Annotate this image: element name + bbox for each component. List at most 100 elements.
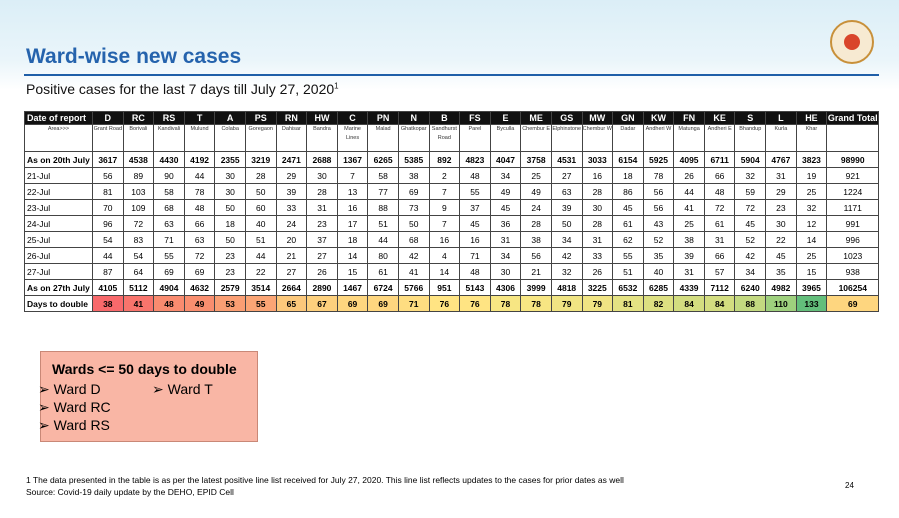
cell: 4 xyxy=(428,247,461,264)
cell: 50 xyxy=(550,215,583,232)
cell: 12 xyxy=(795,215,828,232)
header-cell: L xyxy=(765,111,797,125)
cell: 16 xyxy=(336,199,369,216)
cell: 5385 xyxy=(397,151,430,168)
header-cell: PN xyxy=(367,111,399,125)
cell: 1467 xyxy=(336,279,369,296)
cell: 56 xyxy=(92,167,124,184)
cell: 30 xyxy=(214,167,246,184)
cell: 52 xyxy=(734,231,767,248)
cell: 7 xyxy=(428,183,461,200)
cell: 78 xyxy=(489,295,522,312)
data-row: 25-Jul 54 83 71 63 50 51 20 37 18 44 68 16 16 31 38 34 31… xyxy=(24,231,880,248)
cell: 69 xyxy=(183,263,216,280)
cell: 59 xyxy=(734,183,767,200)
data-row: 23-Jul 70 109 68 48 50 60 33 31 16 88 73 9 37 45 24 39 30… xyxy=(24,199,880,216)
source: Source: Covid-19 daily update by the DEH… xyxy=(26,487,234,497)
cell: 991 xyxy=(826,215,880,232)
cell: 71 xyxy=(153,231,185,248)
header-cell: KW xyxy=(642,111,675,125)
cell: 27 xyxy=(550,167,583,184)
cell: 71 xyxy=(459,247,491,264)
data-row: 27-Jul 87 64 69 69 23 22 27 26 15 61 41 14 48 30 21 32 26… xyxy=(24,263,880,280)
cell: 63 xyxy=(153,215,185,232)
ward-item: ➢ Ward T xyxy=(152,381,213,398)
cell: 16 xyxy=(581,167,614,184)
cell: 3758 xyxy=(520,151,552,168)
bullet: ➢ xyxy=(38,381,54,397)
cell: 1367 xyxy=(336,151,369,168)
cell: 40 xyxy=(642,263,675,280)
cell: 56 xyxy=(642,183,675,200)
cell: 28 xyxy=(306,183,338,200)
subtitle: Positive cases for the last 7 days till … xyxy=(26,81,339,97)
area-cell: Ghatkopar xyxy=(397,124,430,152)
row-label: 27-Jul xyxy=(24,263,93,280)
header-cell: GS xyxy=(550,111,583,125)
cell: 51 xyxy=(244,231,277,248)
cell: 42 xyxy=(550,247,583,264)
row-label: 26-Jul xyxy=(24,247,93,264)
cell: 56 xyxy=(642,199,675,216)
cell: 44 xyxy=(367,231,399,248)
cell: 18 xyxy=(336,231,369,248)
cell: 80 xyxy=(367,247,399,264)
cell: 38 xyxy=(397,167,430,184)
cell: 37 xyxy=(306,231,338,248)
area-cell: Marine Lines xyxy=(336,124,369,152)
cell: 88 xyxy=(734,295,767,312)
callout-title: Wards <= 50 days to double xyxy=(52,361,237,377)
cell: 41 xyxy=(122,295,155,312)
cell: 45 xyxy=(734,215,767,232)
cell: 2688 xyxy=(306,151,338,168)
cell: 34 xyxy=(550,231,583,248)
area-cell: Kandivali xyxy=(153,124,185,152)
cell: 84 xyxy=(703,295,736,312)
cell: 35 xyxy=(642,247,675,264)
area-cell: Parel xyxy=(459,124,491,152)
cell: 30 xyxy=(306,167,338,184)
cell: 68 xyxy=(397,231,430,248)
cell: 30 xyxy=(581,199,614,216)
cell: 5925 xyxy=(642,151,675,168)
row-label: 25-Jul xyxy=(24,231,93,248)
cell: 30 xyxy=(489,263,522,280)
cell: 27 xyxy=(306,247,338,264)
cell: 53 xyxy=(214,295,246,312)
cell: 6724 xyxy=(367,279,399,296)
cell: 37 xyxy=(459,199,491,216)
cell: 69 xyxy=(153,263,185,280)
cell: 103 xyxy=(122,183,155,200)
cell: 14 xyxy=(428,263,461,280)
cell: 29 xyxy=(275,167,308,184)
bullet: ➢ xyxy=(38,417,54,433)
cell: 28 xyxy=(520,215,552,232)
row-label: As on 20th July xyxy=(24,151,93,168)
title-rule xyxy=(24,74,879,76)
cell: 61 xyxy=(367,263,399,280)
cell: 32 xyxy=(795,199,828,216)
subtitle-text: Positive cases for the last 7 days till … xyxy=(26,81,335,97)
cell: 38 xyxy=(520,231,552,248)
cell: 6240 xyxy=(734,279,767,296)
data-row: As on 20th July 3617 4538 4430 4192 2355 3219 2… xyxy=(24,151,880,168)
cell: 50 xyxy=(214,231,246,248)
cell: 14 xyxy=(795,231,828,248)
area-cell: Khar xyxy=(795,124,828,152)
area-cell: Kurla xyxy=(765,124,797,152)
header-cell: PS xyxy=(244,111,277,125)
cell: 48 xyxy=(183,199,216,216)
cell: 67 xyxy=(306,295,338,312)
cell: 25 xyxy=(795,247,828,264)
cell: 34 xyxy=(489,247,522,264)
cell: 49 xyxy=(520,183,552,200)
cell: 33 xyxy=(581,247,614,264)
cell: 55 xyxy=(459,183,491,200)
cell: 3617 xyxy=(92,151,124,168)
cell: 2664 xyxy=(275,279,308,296)
area-cell: Malad xyxy=(367,124,399,152)
callout-box xyxy=(40,351,258,442)
area-cell: Matunga xyxy=(673,124,705,152)
cell: 28 xyxy=(581,183,614,200)
cell: 1224 xyxy=(826,183,880,200)
